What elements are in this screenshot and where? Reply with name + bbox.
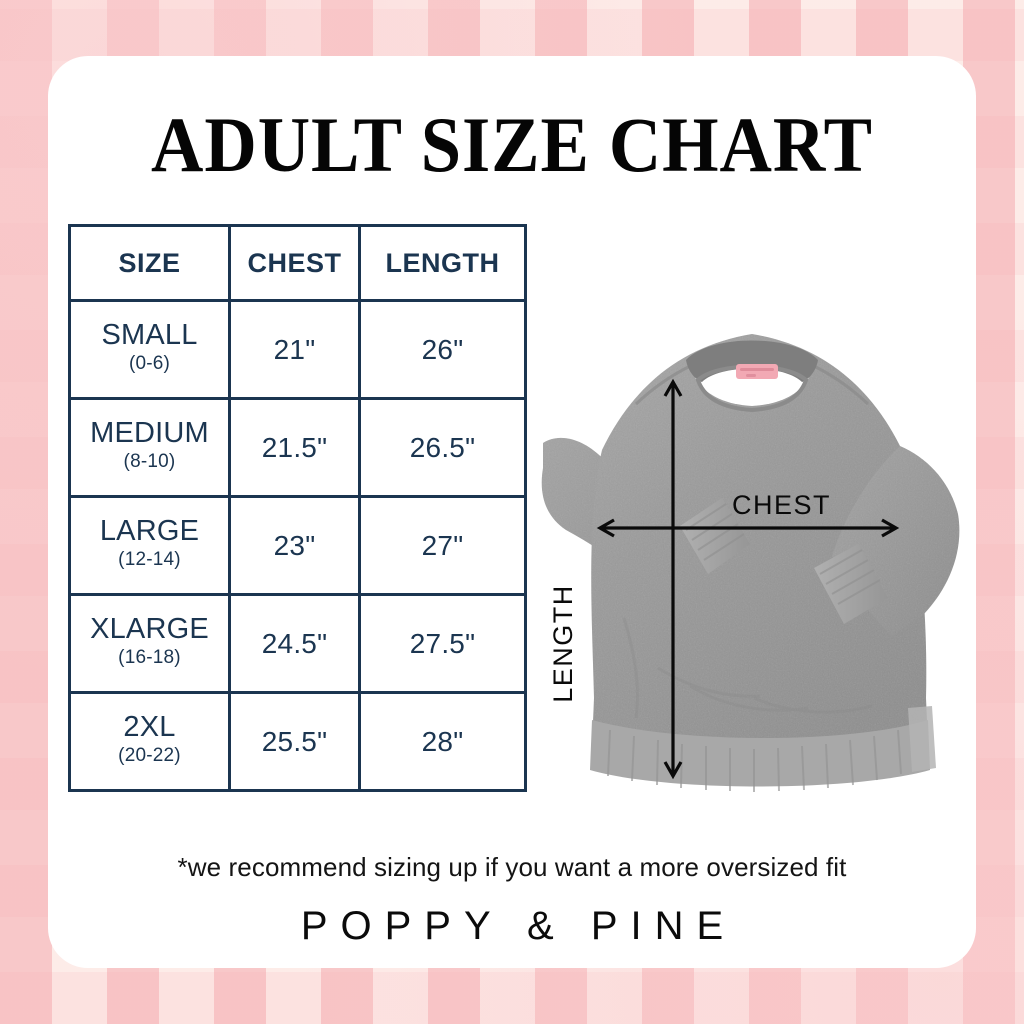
cell-chest: 25.5" xyxy=(228,691,361,792)
size-range: (16-18) xyxy=(118,647,181,669)
column-header-length: LENGTH xyxy=(358,224,527,302)
cell-chest: 23" xyxy=(228,495,361,596)
cell-length: 26.5" xyxy=(358,397,527,498)
cell-length: 27.5" xyxy=(358,593,527,694)
chest-dimension-label: CHEST xyxy=(732,490,832,520)
page-title: ADULT SIZE CHART xyxy=(151,101,873,188)
size-range: (8-10) xyxy=(123,451,176,473)
cell-chest: 24.5" xyxy=(228,593,361,694)
size-name: XLARGE xyxy=(90,613,209,646)
brand-tag-icon xyxy=(736,364,778,379)
sizing-note: *we recommend sizing up if you want a mo… xyxy=(177,852,847,882)
cell-size: LARGE (12-14) xyxy=(68,495,231,596)
fabric-folds xyxy=(622,617,873,719)
sweatshirt-illustration xyxy=(541,334,960,792)
size-range: (12-14) xyxy=(118,549,181,571)
chest-arrow-head-left xyxy=(596,518,615,538)
brand-name: POPPY & PINE xyxy=(300,904,737,948)
left-cuff xyxy=(680,498,750,574)
cell-size: SMALL (0-6) xyxy=(68,299,231,400)
table-row: XLARGE (16-18) 24.5" 27.5" xyxy=(68,593,527,694)
cell-length: 28" xyxy=(358,691,527,792)
table-row: 2XL (20-22) 25.5" 28" xyxy=(68,691,527,792)
cell-chest: 21.5" xyxy=(228,397,361,498)
length-dimension-label: LENGTH xyxy=(547,584,578,703)
column-header-size: SIZE xyxy=(68,224,231,302)
size-table: SIZE CHEST LENGTH SMALL (0-6) 21" 26" ME… xyxy=(68,224,527,792)
sweatshirt-photo: CHEST LENGTH xyxy=(540,268,964,808)
table-row: LARGE (12-14) 23" 27" xyxy=(68,495,527,596)
hem-ribs xyxy=(607,729,902,792)
cell-chest: 21" xyxy=(228,299,361,400)
chest-arrow-head-right xyxy=(881,518,900,538)
cell-length: 26" xyxy=(358,299,527,400)
size-range: (20-22) xyxy=(118,745,181,767)
length-arrow-head-bottom xyxy=(663,761,683,780)
measurement-arrows xyxy=(596,378,900,780)
right-cuff-ribs xyxy=(819,549,881,605)
cell-size: MEDIUM (8-10) xyxy=(68,397,231,498)
size-name: SMALL xyxy=(101,319,198,352)
side-vent xyxy=(908,706,936,772)
table-row: MEDIUM (8-10) 21.5" 26.5" xyxy=(68,397,527,498)
cell-size: 2XL (20-22) xyxy=(68,691,231,792)
cell-length: 27" xyxy=(358,495,527,596)
size-name: MEDIUM xyxy=(90,417,209,450)
table-header-row: SIZE CHEST LENGTH xyxy=(68,224,527,302)
size-name: LARGE xyxy=(99,515,200,548)
table-row: SMALL (0-6) 21" 26" xyxy=(68,299,527,400)
length-arrow-head-top xyxy=(663,378,683,397)
body-texture xyxy=(591,334,928,762)
content-card: ADULT SIZE CHART SIZE CHEST LENGTH SMALL… xyxy=(48,56,976,968)
size-name: 2XL xyxy=(123,711,176,744)
size-range: (0-6) xyxy=(128,353,171,375)
column-header-chest: CHEST xyxy=(228,224,361,302)
cell-size: XLARGE (16-18) xyxy=(68,593,231,694)
